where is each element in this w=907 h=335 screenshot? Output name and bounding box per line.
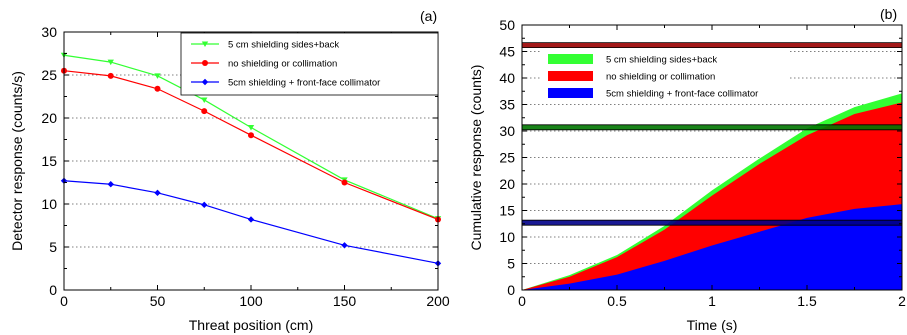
y-tick-label: 20	[499, 176, 515, 192]
threshold-band-0	[522, 42, 902, 48]
data-point	[247, 216, 255, 223]
y-tick-label: 30	[41, 24, 57, 40]
y-tick-label: 5	[507, 256, 515, 272]
data-point	[247, 124, 255, 131]
y-axis-label: Detector response (counts/s)	[9, 71, 25, 251]
legend-swatch	[548, 88, 593, 98]
data-point	[154, 85, 161, 92]
data-point	[201, 97, 208, 103]
y-tick-label: 0	[49, 282, 57, 298]
panel-label: (a)	[420, 8, 437, 24]
panel-b: 0 5 10 15 20 25 30 35 40 45 50 0 0.5 1 1.5 2 Time (s) Cum…	[468, 6, 906, 333]
y-tick-label: 15	[41, 153, 57, 169]
x-axis-label: Threat position (cm)	[189, 317, 313, 333]
y-tick-label: 5	[49, 239, 57, 255]
x-tick-label: 200	[426, 293, 450, 309]
x-tick-label: 150	[333, 293, 357, 309]
panel-a: 0 5 10 15 20 25 30 0 50 100 150 200 Threat position …	[9, 8, 450, 333]
y-tick-label: 25	[41, 67, 57, 83]
legend-marker	[201, 41, 209, 47]
x-tick-label: 100	[239, 293, 263, 309]
legend-label: no shielding or collimation	[228, 59, 337, 70]
area-series-2	[522, 204, 902, 290]
legend-marker	[202, 60, 208, 66]
y-tick-label: 10	[41, 196, 57, 212]
data-point	[154, 189, 161, 197]
y-tick-label: 45	[499, 44, 515, 60]
y-tick-label: 25	[499, 150, 515, 166]
legend-label: no shielding or collimation	[606, 72, 715, 83]
legend-label: 5cm shielding + front-face collimator	[228, 78, 380, 89]
x-tick-label: 1.5	[797, 293, 817, 309]
legend-label: 5 cm shielding sides+back	[606, 55, 717, 66]
legend-swatch	[548, 71, 593, 81]
data-point	[201, 201, 208, 209]
y-tick-label: 10	[499, 229, 515, 245]
x-tick-label: 0.5	[607, 293, 627, 309]
legend-swatch	[548, 54, 593, 64]
data-point	[341, 179, 348, 186]
x-tick-label: 50	[150, 293, 166, 309]
x-axis-label: Time (s)	[687, 317, 738, 333]
data-point	[248, 132, 254, 139]
y-tick-label: 0	[507, 282, 515, 298]
x-tick-label: 1	[708, 293, 716, 309]
panel-label: (b)	[880, 6, 897, 22]
legend-label: 5cm shielding + front-face collimator	[606, 89, 758, 100]
x-tick-label: 2	[898, 293, 906, 309]
legend-box	[180, 32, 439, 96]
legend-label: 5 cm shielding sides+back	[228, 40, 339, 51]
data-point	[341, 242, 348, 249]
y-tick-label: 20	[41, 110, 57, 126]
y-tick-label: 40	[499, 70, 515, 86]
y-axis-label: Cumulative response (counts)	[468, 65, 484, 251]
data-point	[154, 73, 161, 79]
y-tick-label: 30	[499, 123, 515, 139]
data-point	[107, 59, 114, 66]
y-tick-label: 50	[499, 17, 515, 33]
x-tick-label: 0	[60, 293, 68, 309]
data-point	[107, 72, 114, 79]
threshold-band-1	[522, 124, 902, 130]
threshold-band-2	[522, 220, 902, 226]
legend-marker	[201, 78, 209, 86]
y-tick-label: 15	[499, 203, 515, 219]
x-tick-label: 0	[518, 293, 526, 309]
y-tick-label: 35	[499, 97, 515, 113]
data-point	[107, 181, 114, 188]
data-point	[201, 108, 208, 115]
